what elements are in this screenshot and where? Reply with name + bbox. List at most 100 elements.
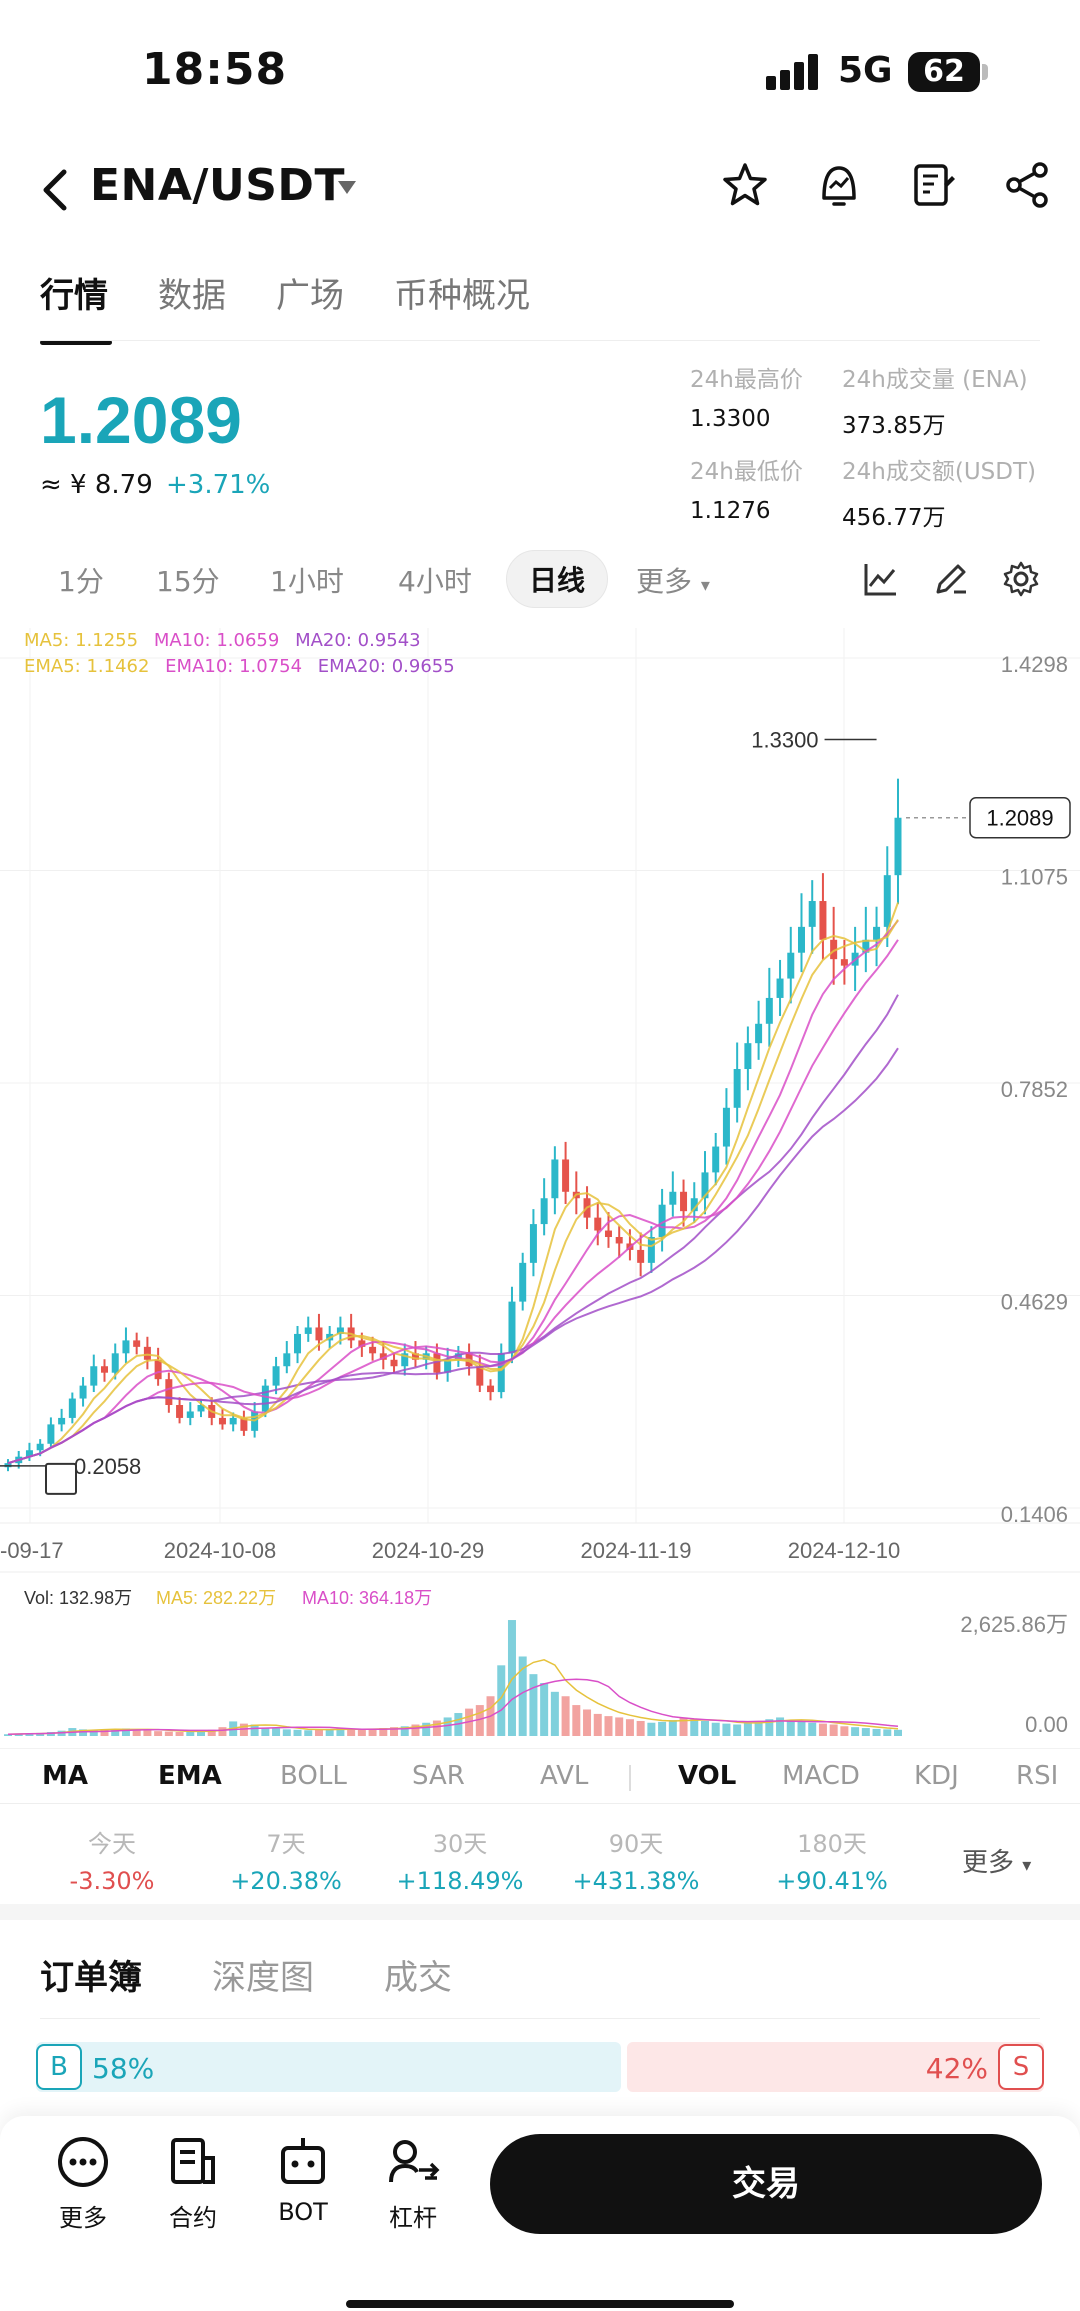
perf-value: -3.30%	[69, 1867, 155, 1895]
volume-bar	[186, 1731, 195, 1736]
volume-bar	[658, 1721, 667, 1736]
ema5-line	[7, 919, 899, 1465]
tab-overview[interactable]: 币种概况	[394, 276, 530, 316]
candle-body	[722, 1107, 730, 1147]
tab-depth[interactable]: 深度图	[212, 1958, 314, 1998]
volume-bar	[540, 1682, 549, 1736]
ma5-line	[7, 902, 899, 1465]
candle-body	[551, 1159, 559, 1199]
indicator-vol[interactable]: VOL	[678, 1761, 737, 1791]
buy-ratio-fill	[36, 2042, 621, 2092]
period-4h[interactable]: 4小时	[398, 565, 472, 598]
caret-down-icon[interactable]	[336, 178, 358, 196]
candle-body	[122, 1340, 130, 1354]
perf-more[interactable]: 更多 ▾	[962, 1842, 1031, 1879]
candle-body	[487, 1385, 495, 1393]
volume-bar	[593, 1713, 602, 1736]
perf-today: 今天 -3.30%	[32, 1824, 192, 1895]
volume-bar	[100, 1729, 109, 1736]
tab-square[interactable]: 广场	[276, 276, 344, 316]
volume-bar	[829, 1724, 838, 1736]
volume-bar	[840, 1726, 849, 1736]
ema10-legend: EMA10: 1.0754	[165, 656, 303, 677]
candle-body	[862, 939, 870, 953]
draw-tool-icon[interactable]	[932, 560, 970, 598]
ma-legend: MA5: 1.1255 MA10: 1.0659 MA20: 0.9543 EM…	[24, 628, 465, 680]
volume-ma10-legend: MA10: 364.18万	[302, 1588, 432, 1608]
candle-body	[58, 1417, 66, 1425]
network-type: 5G	[838, 50, 893, 91]
period-15m[interactable]: 15分	[156, 565, 220, 598]
bot-button[interactable]: BOT	[258, 2134, 348, 2226]
volume-bar	[808, 1722, 817, 1736]
settings-gear-icon[interactable]	[1002, 560, 1040, 598]
lever-button[interactable]: 杠杆	[368, 2134, 458, 2233]
low-label: 24h最低价	[690, 459, 803, 485]
indicator-boll[interactable]: BOLL	[280, 1761, 347, 1791]
tab-orderbook[interactable]: 订单簿	[40, 1958, 142, 1998]
contract-button[interactable]: 合约	[148, 2134, 238, 2233]
line-chart-icon[interactable]	[862, 560, 900, 598]
candle-body	[68, 1398, 76, 1418]
volume-bar	[304, 1730, 313, 1736]
perf-label: 30天	[432, 1830, 488, 1858]
candle-body	[229, 1417, 237, 1425]
y-axis-label: 0.7852	[1001, 1077, 1068, 1102]
indicator-sar[interactable]: SAR	[412, 1761, 465, 1791]
volume-bar	[743, 1722, 752, 1736]
period-1d[interactable]: 日线	[506, 550, 609, 608]
tab-market[interactable]: 行情	[40, 268, 112, 345]
back-arrow-icon[interactable]	[36, 168, 76, 212]
high-marker-label: 1.3300	[751, 727, 818, 752]
candle-body	[615, 1237, 623, 1244]
period-more[interactable]: 更多 ▾	[636, 560, 710, 600]
trade-button[interactable]: 交易	[490, 2134, 1042, 2234]
tab-data[interactable]: 数据	[158, 276, 226, 316]
more-button[interactable]: 更多	[38, 2134, 128, 2233]
period-1m[interactable]: 1分	[58, 565, 104, 598]
volume-bar	[261, 1728, 270, 1736]
share-icon[interactable]	[1002, 160, 1052, 210]
perf-value: +431.38%	[572, 1867, 700, 1895]
period-1h[interactable]: 1小时	[270, 565, 344, 598]
perf-30d: 30天 +118.49%	[380, 1824, 540, 1895]
contract-icon	[171, 2138, 215, 2184]
indicator-separator	[629, 1765, 631, 1791]
candle-body	[529, 1224, 537, 1263]
candle-body	[240, 1417, 248, 1431]
candle-body	[594, 1217, 602, 1231]
sell-badge: S	[998, 2044, 1044, 2090]
indicator-rsi[interactable]: RSI	[1016, 1761, 1059, 1791]
candle-body	[873, 926, 881, 940]
indicator-avl[interactable]: AVL	[540, 1761, 589, 1791]
indicator-macd[interactable]: MACD	[782, 1761, 860, 1791]
volume-bar	[432, 1720, 441, 1736]
tab-trades[interactable]: 成交	[384, 1958, 452, 1998]
candle-body	[669, 1191, 677, 1205]
notes-icon[interactable]	[908, 160, 958, 210]
candle-body	[261, 1385, 269, 1412]
indicator-ema[interactable]: EMA	[158, 1761, 222, 1791]
volume-bar	[883, 1729, 892, 1736]
price-cny: ≈ ¥ 8.79	[40, 470, 153, 500]
indicator-kdj[interactable]: KDJ	[914, 1761, 959, 1791]
candle-body	[819, 901, 827, 940]
volume-ma10-line	[7, 1678, 899, 1735]
buy-percent: 58%	[92, 2052, 155, 2085]
price-alert-icon[interactable]	[814, 160, 864, 210]
volume-bar	[604, 1716, 613, 1736]
volume-bar	[357, 1729, 366, 1736]
indicator-tabs: MA EMA BOLL SAR AVL VOL MACD KDJ RSI	[0, 1748, 1080, 1804]
volume-bar	[250, 1724, 259, 1736]
star-icon[interactable]	[720, 160, 770, 210]
candle-body	[658, 1204, 666, 1238]
kline-chart[interactable]: MA5: 1.1255 MA10: 1.0659 MA20: 0.9543 EM…	[0, 628, 1080, 1738]
ma20-line	[7, 994, 899, 1465]
volume-bar	[218, 1727, 227, 1736]
volume-bar	[282, 1729, 291, 1736]
pair-title[interactable]: ENA/USDT	[90, 160, 345, 211]
indicator-ma[interactable]: MA	[42, 1761, 88, 1791]
perf-180d: 180天 +90.41%	[752, 1824, 912, 1895]
x-axis-label: 2024-10-29	[372, 1538, 485, 1563]
